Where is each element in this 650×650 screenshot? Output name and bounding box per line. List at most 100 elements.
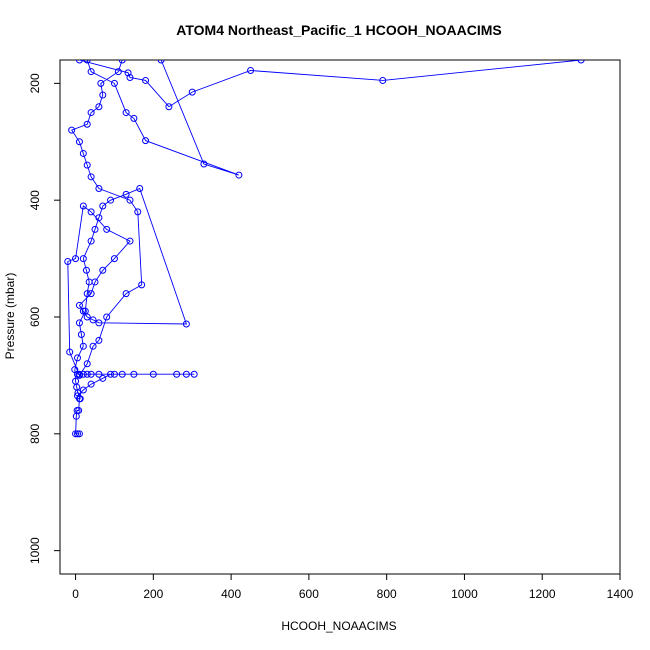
data-point [95, 336, 103, 344]
series-line [67, 60, 582, 435]
data-point [87, 68, 95, 76]
data-point [118, 60, 126, 64]
y-tick-label: 200 [28, 73, 42, 93]
data-point [99, 91, 107, 99]
data-point [91, 278, 99, 286]
data-point [149, 370, 157, 378]
axis-ticks: 0 200 400 600 800 1000 1200 1400 200 400 600 800 100… [28, 73, 633, 601]
y-axis-label: Pressure (mbar) [3, 273, 17, 360]
x-tick-label: 0 [72, 587, 79, 601]
data-point [182, 320, 190, 328]
data-point [84, 45, 90, 51]
data-point [157, 60, 165, 64]
data-point [83, 290, 91, 298]
data-point [75, 430, 83, 438]
data-point [103, 225, 111, 233]
data-point [64, 258, 72, 266]
data-point [72, 430, 80, 438]
data-point [83, 370, 91, 378]
data-point [87, 380, 95, 388]
data-point [66, 348, 74, 356]
data-point [379, 76, 387, 84]
data-point [107, 196, 115, 204]
y-tick-label: 800 [28, 423, 42, 443]
data-point [118, 370, 126, 378]
data-point [126, 74, 134, 82]
data-point [131, 45, 137, 51]
data-point [110, 255, 118, 263]
data-point [127, 51, 133, 57]
x-tick-label: 1200 [529, 587, 556, 601]
data-point [89, 316, 97, 324]
data-point [83, 313, 91, 321]
data-point [68, 126, 76, 134]
data-point [87, 208, 95, 216]
data-point [122, 109, 130, 117]
data-point [110, 370, 118, 378]
data-point [99, 266, 107, 274]
data-point [88, 51, 94, 57]
data-point [130, 370, 138, 378]
data-point [247, 67, 255, 75]
chart-title: ATOM4 Northeast_Pacific_1 HCOOH_NOAACIMS [176, 22, 501, 38]
data-point [75, 138, 83, 146]
data-series [64, 45, 585, 438]
data-point [97, 79, 105, 87]
data-point [577, 60, 585, 64]
data-point [122, 190, 130, 198]
y-tick-label: 600 [28, 307, 42, 327]
data-point [130, 114, 138, 122]
data-point [107, 370, 115, 378]
data-point [99, 374, 107, 382]
data-point [114, 68, 122, 76]
data-point [74, 392, 81, 400]
x-tick-label: 800 [377, 587, 397, 601]
data-point [141, 51, 147, 57]
data-point [136, 185, 144, 192]
data-point [83, 60, 91, 64]
data-point [142, 137, 150, 145]
data-point [83, 161, 91, 169]
x-tick-label: 200 [143, 587, 163, 601]
data-point [124, 69, 132, 77]
data-point [79, 149, 87, 157]
data-point [82, 266, 90, 274]
x-tick-label: 1000 [451, 587, 478, 601]
data-point [95, 214, 103, 222]
data-point [200, 160, 208, 168]
data-point [235, 171, 243, 179]
data-point [87, 173, 95, 181]
data-point [75, 370, 83, 378]
data-point [110, 79, 118, 87]
data-point [138, 281, 146, 289]
data-point [126, 237, 134, 245]
data-point [79, 342, 87, 350]
data-point [95, 103, 103, 111]
data-point [134, 208, 142, 216]
data-point [75, 406, 83, 414]
data-point [122, 290, 130, 298]
data-point [79, 307, 87, 315]
data-point [72, 377, 80, 385]
data-point [80, 51, 86, 57]
data-point [74, 370, 81, 378]
data-point [74, 430, 81, 438]
data-point [87, 109, 95, 117]
data-point [103, 313, 111, 321]
data-point [79, 202, 87, 210]
y-tick-label: 1000 [28, 537, 42, 564]
x-tick-label: 1400 [607, 587, 634, 601]
data-point [87, 370, 95, 378]
data-point [79, 255, 87, 263]
data-point [75, 60, 83, 64]
data-point [75, 301, 83, 309]
data-point [95, 185, 103, 192]
data-point [126, 196, 134, 204]
x-axis-label: HCOOH_NOAACIMS [281, 619, 396, 633]
series-group [64, 45, 585, 438]
data-point [182, 370, 190, 378]
data-point [165, 103, 173, 111]
data-point [83, 120, 91, 128]
data-point [190, 370, 198, 378]
